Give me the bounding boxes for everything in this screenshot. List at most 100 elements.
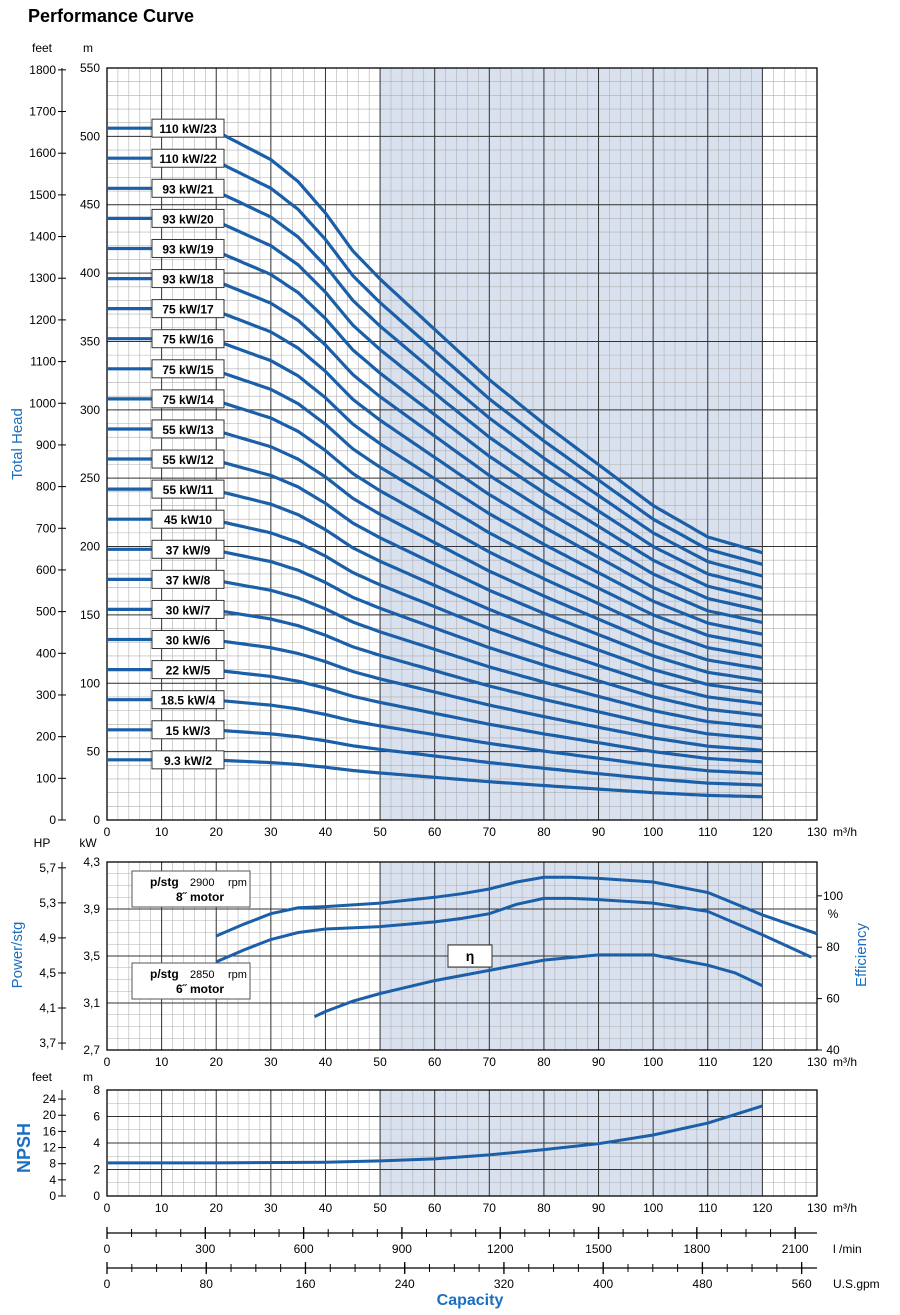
efficiency-label-box xyxy=(447,944,493,968)
efficiency-tick-label: 80 xyxy=(826,940,840,954)
head-curve-label-box xyxy=(151,509,225,529)
npsh-x-tick-label: 50 xyxy=(373,1201,387,1215)
npsh-feet-tick-label: 24 xyxy=(43,1092,57,1106)
head-curve-label-box xyxy=(151,660,225,680)
npsh-feet-tick-label: 12 xyxy=(43,1141,57,1155)
head-curve-label-box xyxy=(151,389,225,409)
head-m-tick-label: 450 xyxy=(80,198,100,212)
power-x-tick-label: 80 xyxy=(537,1055,551,1069)
power-x-tick-label: 100 xyxy=(643,1055,663,1069)
power-x-tick-label: 30 xyxy=(264,1055,278,1069)
head-curve-label: 75 kW/16 xyxy=(162,333,214,347)
head-feet-tick-label: 1400 xyxy=(29,230,56,244)
power-curve xyxy=(215,896,813,964)
head-curve-label: 37 kW/9 xyxy=(166,543,211,557)
head-x-tick-label: 40 xyxy=(319,825,333,839)
npsh-x-tick-label: 20 xyxy=(210,1201,224,1215)
head-x-tick-label: 70 xyxy=(483,825,497,839)
npsh-x-tick-label: 60 xyxy=(428,1201,442,1215)
head-x-tick-label: 80 xyxy=(537,825,551,839)
lmin-tick-label: 0 xyxy=(104,1242,111,1256)
head-m-tick-label: 200 xyxy=(80,540,100,554)
head-curve-label-box xyxy=(151,359,225,379)
power-kw-tick-label: 2,7 xyxy=(83,1043,100,1057)
head-feet-tick-label: 100 xyxy=(36,771,56,785)
head-feet-tick-label: 400 xyxy=(36,646,56,660)
npsh-feet-tick-label: 0 xyxy=(49,1189,56,1203)
head-curve-label-box xyxy=(151,419,225,439)
head-feet-tick-label: 1700 xyxy=(29,105,56,119)
head-curve-label-box xyxy=(151,118,225,138)
npsh-x-tick-label: 80 xyxy=(537,1201,551,1215)
power-hp-tick-label: 5,3 xyxy=(39,896,56,910)
capacity-x-axis-label: Capacity xyxy=(437,1292,504,1309)
head-curve-label: 93 kW/18 xyxy=(162,273,214,287)
head-curve-label: 93 kW/21 xyxy=(162,182,214,196)
power-x-tick-label: 110 xyxy=(698,1055,717,1069)
npsh-m-tick-label: 4 xyxy=(93,1136,100,1150)
head-m-tick-label: 550 xyxy=(80,61,100,75)
head-m-tick-label: 500 xyxy=(80,129,100,143)
head-curve-label-box xyxy=(151,539,225,559)
power-x-tick-label: 10 xyxy=(155,1055,169,1069)
head-curve-label: 15 kW/3 xyxy=(166,724,211,738)
head-x-tick-label: 60 xyxy=(428,825,442,839)
power-legend-motor: 8˝ motor xyxy=(176,890,224,904)
power-x-tick-label: 90 xyxy=(592,1055,606,1069)
power-kw-tick-label: 3,1 xyxy=(83,996,100,1010)
power-x-tick-label: 60 xyxy=(428,1055,442,1069)
power-x-tick-label: 50 xyxy=(373,1055,387,1069)
npsh-x-tick-label: 90 xyxy=(592,1201,606,1215)
npsh-frame xyxy=(106,1089,818,1197)
head-curve-label-box xyxy=(151,599,225,619)
usgpm-tick-label: 320 xyxy=(494,1277,514,1291)
npsh-x-tick-label: 0 xyxy=(104,1201,111,1215)
head-x-tick-label: 110 xyxy=(698,825,717,839)
head-m-tick-label: 100 xyxy=(80,676,100,690)
page-title: Performance Curve xyxy=(28,6,195,26)
npsh-m-tick-label: 2 xyxy=(93,1163,100,1177)
power-legend-rpm: 2850 xyxy=(190,969,214,981)
lmin-tick-label: 1800 xyxy=(683,1242,710,1256)
head-x-tick-label: 90 xyxy=(592,825,606,839)
head-x-tick-label: 0 xyxy=(104,825,111,839)
head-curve-label: 37 kW/8 xyxy=(166,573,211,587)
power-legend-rpm: 2900 xyxy=(190,877,214,889)
npsh-feet-tick-label: 16 xyxy=(43,1124,57,1138)
head-m-unit: m xyxy=(83,41,93,55)
usgpm-tick-label: 560 xyxy=(792,1277,812,1291)
head-curve-label: 55 kW/13 xyxy=(162,423,214,437)
efficiency-tick-label: 100 xyxy=(823,889,843,903)
head-curve-label: 55 kW/12 xyxy=(162,453,214,467)
head-m-tick-label: 400 xyxy=(80,266,100,280)
head-curve-label-box xyxy=(151,148,225,168)
head-curve-label-box xyxy=(151,208,225,228)
npsh-x-tick-label: 120 xyxy=(752,1201,772,1215)
head-curve-label: 55 kW/11 xyxy=(163,483,214,497)
lmin-unit: l /min xyxy=(833,1242,862,1256)
lmin-tick-label: 1500 xyxy=(585,1242,612,1256)
head-m-tick-label: 150 xyxy=(80,608,100,622)
head-feet-tick-label: 1800 xyxy=(29,63,56,77)
usgpm-tick-label: 80 xyxy=(200,1277,214,1291)
head-curve-label-box xyxy=(151,569,225,589)
npsh-y-axis-label: NPSH xyxy=(14,1123,34,1173)
npsh-feet-tick-label: 4 xyxy=(49,1173,56,1187)
head-curve-label-box xyxy=(151,299,225,319)
power-curve xyxy=(313,953,764,1018)
npsh-m-tick-label: 0 xyxy=(93,1189,100,1203)
npsh-x-tick-label: 70 xyxy=(483,1201,497,1215)
usgpm-unit: U.S.gpm xyxy=(833,1277,880,1291)
power-legend-motor: 6˝ motor xyxy=(176,982,224,996)
power-frame xyxy=(106,861,818,1051)
power-kw-tick-label: 3,9 xyxy=(83,902,100,916)
head-frame xyxy=(106,67,818,821)
power-hp-tick-label: 4,5 xyxy=(39,966,56,980)
head-curve-label: 18.5 kW/4 xyxy=(161,694,216,708)
efficiency-unit: % xyxy=(828,907,839,921)
npsh-x-tick-label: 100 xyxy=(643,1201,663,1215)
head-m-tick-label: 250 xyxy=(80,471,100,485)
power-x-tick-label: 40 xyxy=(319,1055,333,1069)
npsh-feet-unit: feet xyxy=(32,1070,53,1084)
